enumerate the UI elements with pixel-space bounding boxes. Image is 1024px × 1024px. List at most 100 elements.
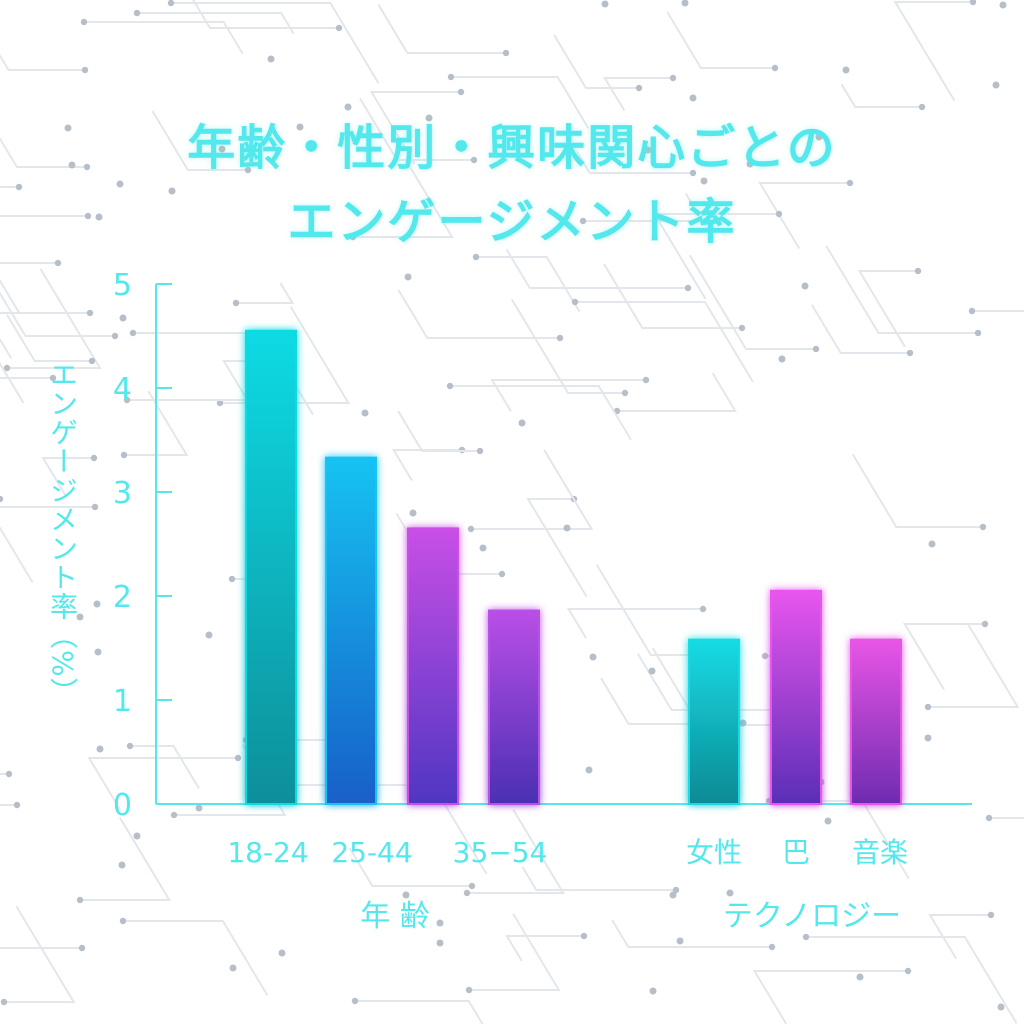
- circuit-dot: [689, 94, 697, 102]
- circuit-trace: [0, 262, 58, 359]
- circuit-trace: [617, 372, 738, 412]
- circuit-dot: [928, 540, 936, 548]
- circuit-dot: [267, 55, 275, 63]
- circuit-node: [470, 156, 478, 164]
- x-tick-label: 25-44: [331, 836, 412, 869]
- circuit-node: [467, 525, 475, 533]
- y-tick-label: 3: [113, 476, 132, 511]
- circuit-node: [133, 9, 141, 17]
- circuit-node: [351, 997, 359, 1005]
- circuit-node: [979, 523, 987, 531]
- circuit-dot: [93, 600, 101, 608]
- bar: [407, 527, 459, 806]
- circuit-dot: [726, 889, 734, 897]
- circuit-trace: [688, 254, 816, 350]
- circuit-dot: [856, 973, 864, 981]
- circuit-node: [81, 66, 89, 74]
- circuit-node: [621, 389, 629, 397]
- bar: [245, 329, 297, 805]
- circuit-dot: [436, 939, 444, 947]
- circuit-node: [126, 742, 134, 750]
- circuit-node: [669, 74, 677, 82]
- circuit-trace: [490, 379, 646, 412]
- circuit-node: [987, 911, 995, 919]
- circuit-node: [15, 183, 23, 191]
- circuit-dot: [644, 146, 652, 154]
- circuit-node: [642, 376, 650, 384]
- bar: [688, 638, 740, 805]
- circuit-trace: [575, 150, 693, 174]
- y-tick-label: 4: [113, 372, 132, 407]
- circuit-dot: [992, 81, 1000, 89]
- circuit-dot: [133, 832, 141, 840]
- circuit-node: [738, 324, 746, 332]
- circuit-trace: [87, 757, 238, 811]
- circuit-node: [123, 396, 131, 404]
- circuit-node: [981, 620, 989, 628]
- circuit-dot: [589, 653, 597, 661]
- circuit-node: [768, 943, 776, 951]
- circuit-node: [0, 998, 8, 1006]
- circuit-node: [129, 329, 137, 337]
- circuit-trace: [397, 410, 480, 452]
- circuit-trace: [0, 291, 115, 337]
- circuit-trace: [851, 453, 983, 528]
- circuit-trace: [603, 263, 742, 329]
- circuit-dot: [361, 409, 369, 417]
- circuit-trace: [505, 935, 584, 962]
- circuit-node: [580, 932, 588, 940]
- circuit-dot: [669, 891, 677, 899]
- circuit-trace: [124, 390, 189, 456]
- circuit-node: [84, 212, 92, 220]
- circuit-node: [76, 896, 84, 904]
- circuit-trace: [7, 268, 102, 369]
- circuit-trace: [583, 193, 705, 222]
- circuit-dot: [94, 648, 102, 656]
- circuit-trace: [451, 76, 590, 129]
- circuit-node: [228, 575, 236, 583]
- circuit-dot: [815, 133, 823, 141]
- circuit-trace: [469, 913, 561, 991]
- circuit-trace: [526, 498, 588, 598]
- circuit-node: [91, 503, 99, 511]
- circuit-node: [924, 703, 932, 711]
- circuit-node: [684, 284, 692, 292]
- circuit-node: [54, 259, 62, 267]
- circuit-trace: [902, 623, 985, 690]
- x-tick-label: 18-24: [227, 836, 308, 869]
- circuit-trace: [752, 970, 908, 1024]
- circuit-dot: [96, 745, 104, 753]
- circuit-trace: [84, 21, 244, 55]
- circuit-trace: [123, 920, 269, 996]
- circuit-trace: [0, 53, 85, 71]
- circuit-node: [802, 933, 810, 941]
- circuit-node: [167, 0, 175, 7]
- circuit-trace: [41, 457, 94, 498]
- circuit-node: [968, 307, 976, 315]
- circuit-node: [5, 770, 13, 778]
- circuit-node: [446, 382, 454, 390]
- y-tick-label: 2: [113, 580, 132, 615]
- chart-title-line-1: 年齢・性別・興味関心ごとの: [187, 120, 837, 176]
- circuit-node: [3, 364, 11, 372]
- circuit-trace: [236, 282, 295, 304]
- circuit-dot: [479, 544, 487, 552]
- circuit-node: [234, 754, 242, 762]
- circuit-dot: [76, 613, 84, 621]
- circuit-trace: [666, 11, 775, 69]
- circuit-dot: [585, 766, 593, 774]
- circuit-trace: [450, 385, 632, 441]
- circuit-node: [349, 233, 357, 241]
- circuit-dot: [404, 273, 412, 281]
- bar: [488, 609, 540, 805]
- circuit-trace: [137, 12, 295, 35]
- circuit-dot: [924, 734, 932, 742]
- circuit-node: [846, 179, 854, 187]
- circuit-node: [463, 889, 471, 897]
- circuit-node: [556, 334, 564, 342]
- circuit-node: [571, 298, 579, 306]
- circuit-trace: [600, 677, 698, 725]
- circuit-node: [635, 84, 643, 92]
- y-tick-label: 5: [113, 268, 132, 303]
